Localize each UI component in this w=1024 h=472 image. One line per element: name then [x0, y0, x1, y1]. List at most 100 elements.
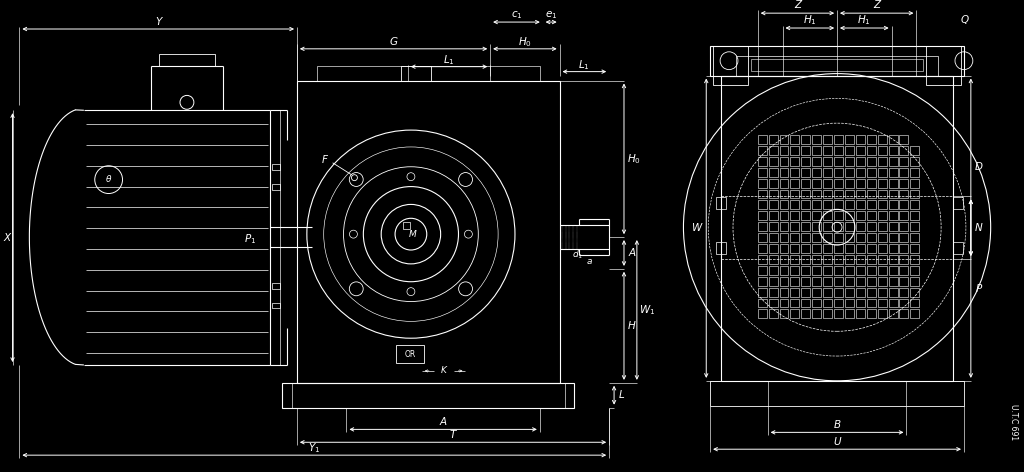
Bar [878, 277, 887, 286]
Bar [856, 168, 865, 177]
Bar [910, 287, 920, 296]
Bar [769, 190, 777, 198]
Bar [845, 299, 854, 307]
Bar [899, 146, 908, 155]
Bar [835, 179, 843, 187]
Bar [769, 157, 777, 166]
Bar [823, 190, 833, 198]
Bar [159, 54, 215, 66]
Bar [758, 201, 767, 210]
Bar [823, 179, 833, 187]
Bar [899, 190, 908, 198]
Bar [721, 76, 953, 381]
Bar [282, 383, 574, 408]
Bar [812, 244, 821, 253]
Bar [856, 222, 865, 231]
Bar [910, 168, 920, 177]
Text: $H_1$: $H_1$ [803, 13, 817, 27]
Text: OR: OR [404, 350, 416, 359]
Text: $P_1$: $P_1$ [245, 232, 256, 246]
Bar [769, 146, 777, 155]
Bar [866, 287, 876, 296]
Bar [758, 299, 767, 307]
Bar [899, 287, 908, 296]
Bar [910, 190, 920, 198]
Bar [866, 211, 876, 220]
Bar [845, 222, 854, 231]
Bar [835, 287, 843, 296]
Bar [802, 244, 810, 253]
Bar [856, 190, 865, 198]
Bar [856, 277, 865, 286]
Bar [779, 233, 788, 242]
Text: H: H [628, 321, 636, 331]
Bar [769, 135, 777, 144]
Bar [791, 201, 800, 210]
Bar [856, 211, 865, 220]
Text: U.T.C 691: U.T.C 691 [1009, 405, 1018, 440]
Bar [769, 201, 777, 210]
Bar [758, 266, 767, 275]
Bar [769, 222, 777, 231]
Bar [835, 244, 843, 253]
Text: Q: Q [961, 15, 969, 25]
Bar [769, 255, 777, 264]
Bar [910, 277, 920, 286]
Text: $L_1$: $L_1$ [579, 58, 590, 72]
Bar [791, 168, 800, 177]
Bar [927, 46, 961, 85]
Bar [802, 233, 810, 242]
Bar [802, 310, 810, 319]
Bar [791, 287, 800, 296]
Bar [758, 222, 767, 231]
Bar [779, 287, 788, 296]
Bar [889, 299, 897, 307]
Bar [856, 244, 865, 253]
Bar [910, 157, 920, 166]
Bar [758, 157, 767, 166]
Bar [812, 179, 821, 187]
Bar [856, 157, 865, 166]
Bar [878, 135, 887, 144]
Bar [758, 287, 767, 296]
Bar [779, 299, 788, 307]
Text: L: L [620, 390, 625, 400]
Bar [835, 201, 843, 210]
Bar [845, 266, 854, 275]
Bar [899, 211, 908, 220]
Bar [812, 211, 821, 220]
Bar [899, 157, 908, 166]
Bar [910, 299, 920, 307]
Bar [835, 157, 843, 166]
Bar [779, 190, 788, 198]
Bar [297, 81, 559, 383]
Text: $W_1$: $W_1$ [639, 303, 655, 317]
Bar [791, 266, 800, 275]
Bar [856, 135, 865, 144]
Bar [953, 242, 963, 254]
Bar [403, 222, 410, 229]
Bar [910, 255, 920, 264]
Text: $e_1$: $e_1$ [545, 9, 557, 21]
Text: $d_1$: $d_1$ [571, 249, 583, 261]
Text: Z: Z [873, 0, 881, 10]
Bar [899, 135, 908, 144]
Bar [791, 190, 800, 198]
Bar [866, 135, 876, 144]
Text: M: M [409, 230, 417, 239]
Bar [889, 233, 897, 242]
Bar [716, 197, 726, 210]
Bar [845, 135, 854, 144]
Bar [823, 222, 833, 231]
Bar [802, 157, 810, 166]
Bar [779, 146, 788, 155]
Bar [889, 201, 897, 210]
Bar [866, 277, 876, 286]
Bar [769, 211, 777, 220]
Bar [878, 255, 887, 264]
Bar [845, 157, 854, 166]
Bar [910, 266, 920, 275]
Bar [779, 168, 788, 177]
Bar [802, 146, 810, 155]
Text: N: N [975, 223, 983, 233]
